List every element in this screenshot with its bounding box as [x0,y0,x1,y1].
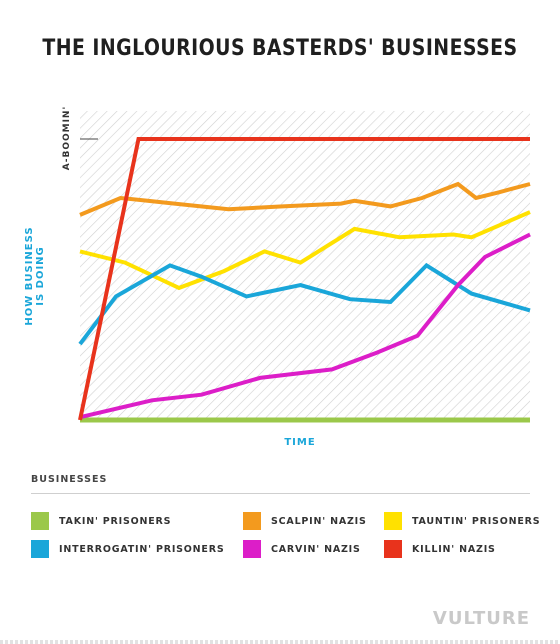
legend-swatch [243,540,261,558]
vulture-logo: VULTURE [432,608,530,629]
footer-divider [0,640,560,644]
legend-label: CARVIN' NAZIS [271,543,361,555]
legend-item-tauntin-prisoners: TAUNTIN' PRISONERS [384,511,540,531]
y-axis-tick-label: A-BOOMIN' [62,105,72,171]
x-axis-label: TIME [284,437,316,448]
legend-item-interrogatin-prisoners: INTERROGATIN' PRISONERS [31,539,224,559]
chart-title: THE INGLOURIOUS BASTERDS' BUSINESSES [42,36,518,61]
legend-item-carvin-nazis: CARVIN' NAZIS [243,539,361,559]
legend-label: SCALPIN' NAZIS [271,515,367,527]
legend-item-scalpin-nazis: SCALPIN' NAZIS [243,511,367,531]
legend-divider [31,493,530,494]
legend-label: INTERROGATIN' PRISONERS [59,543,225,555]
series-line-carvin-nazis [79,232,531,420]
y-axis-label: HOW BUSINESS IS DOING [24,226,46,326]
series-line-scalpin-nazis [79,181,531,217]
legend-swatch [243,512,261,530]
series-line-killin-nazis [78,137,530,421]
series-line-interrogatin-prisoners [78,262,531,346]
series-layer [78,137,531,423]
legend-label: KILLIN' NAZIS [412,543,496,555]
series-line-tauntin-prisoners [79,210,531,291]
legend-label: TAKIN' PRISONERS [59,515,172,527]
legend-item-takin-prisoners: TAKIN' PRISONERS [31,511,171,531]
plot-area [80,111,530,420]
legend-label: TAUNTIN' PRISONERS [412,515,541,527]
legend-swatch [384,512,402,530]
legend-item-killin-nazis: KILLIN' NAZIS [384,539,496,559]
legend-swatch [31,540,49,558]
legend-swatch [384,540,402,558]
legend-swatch [31,512,49,530]
legend-header: BUSINESSES [31,474,108,485]
